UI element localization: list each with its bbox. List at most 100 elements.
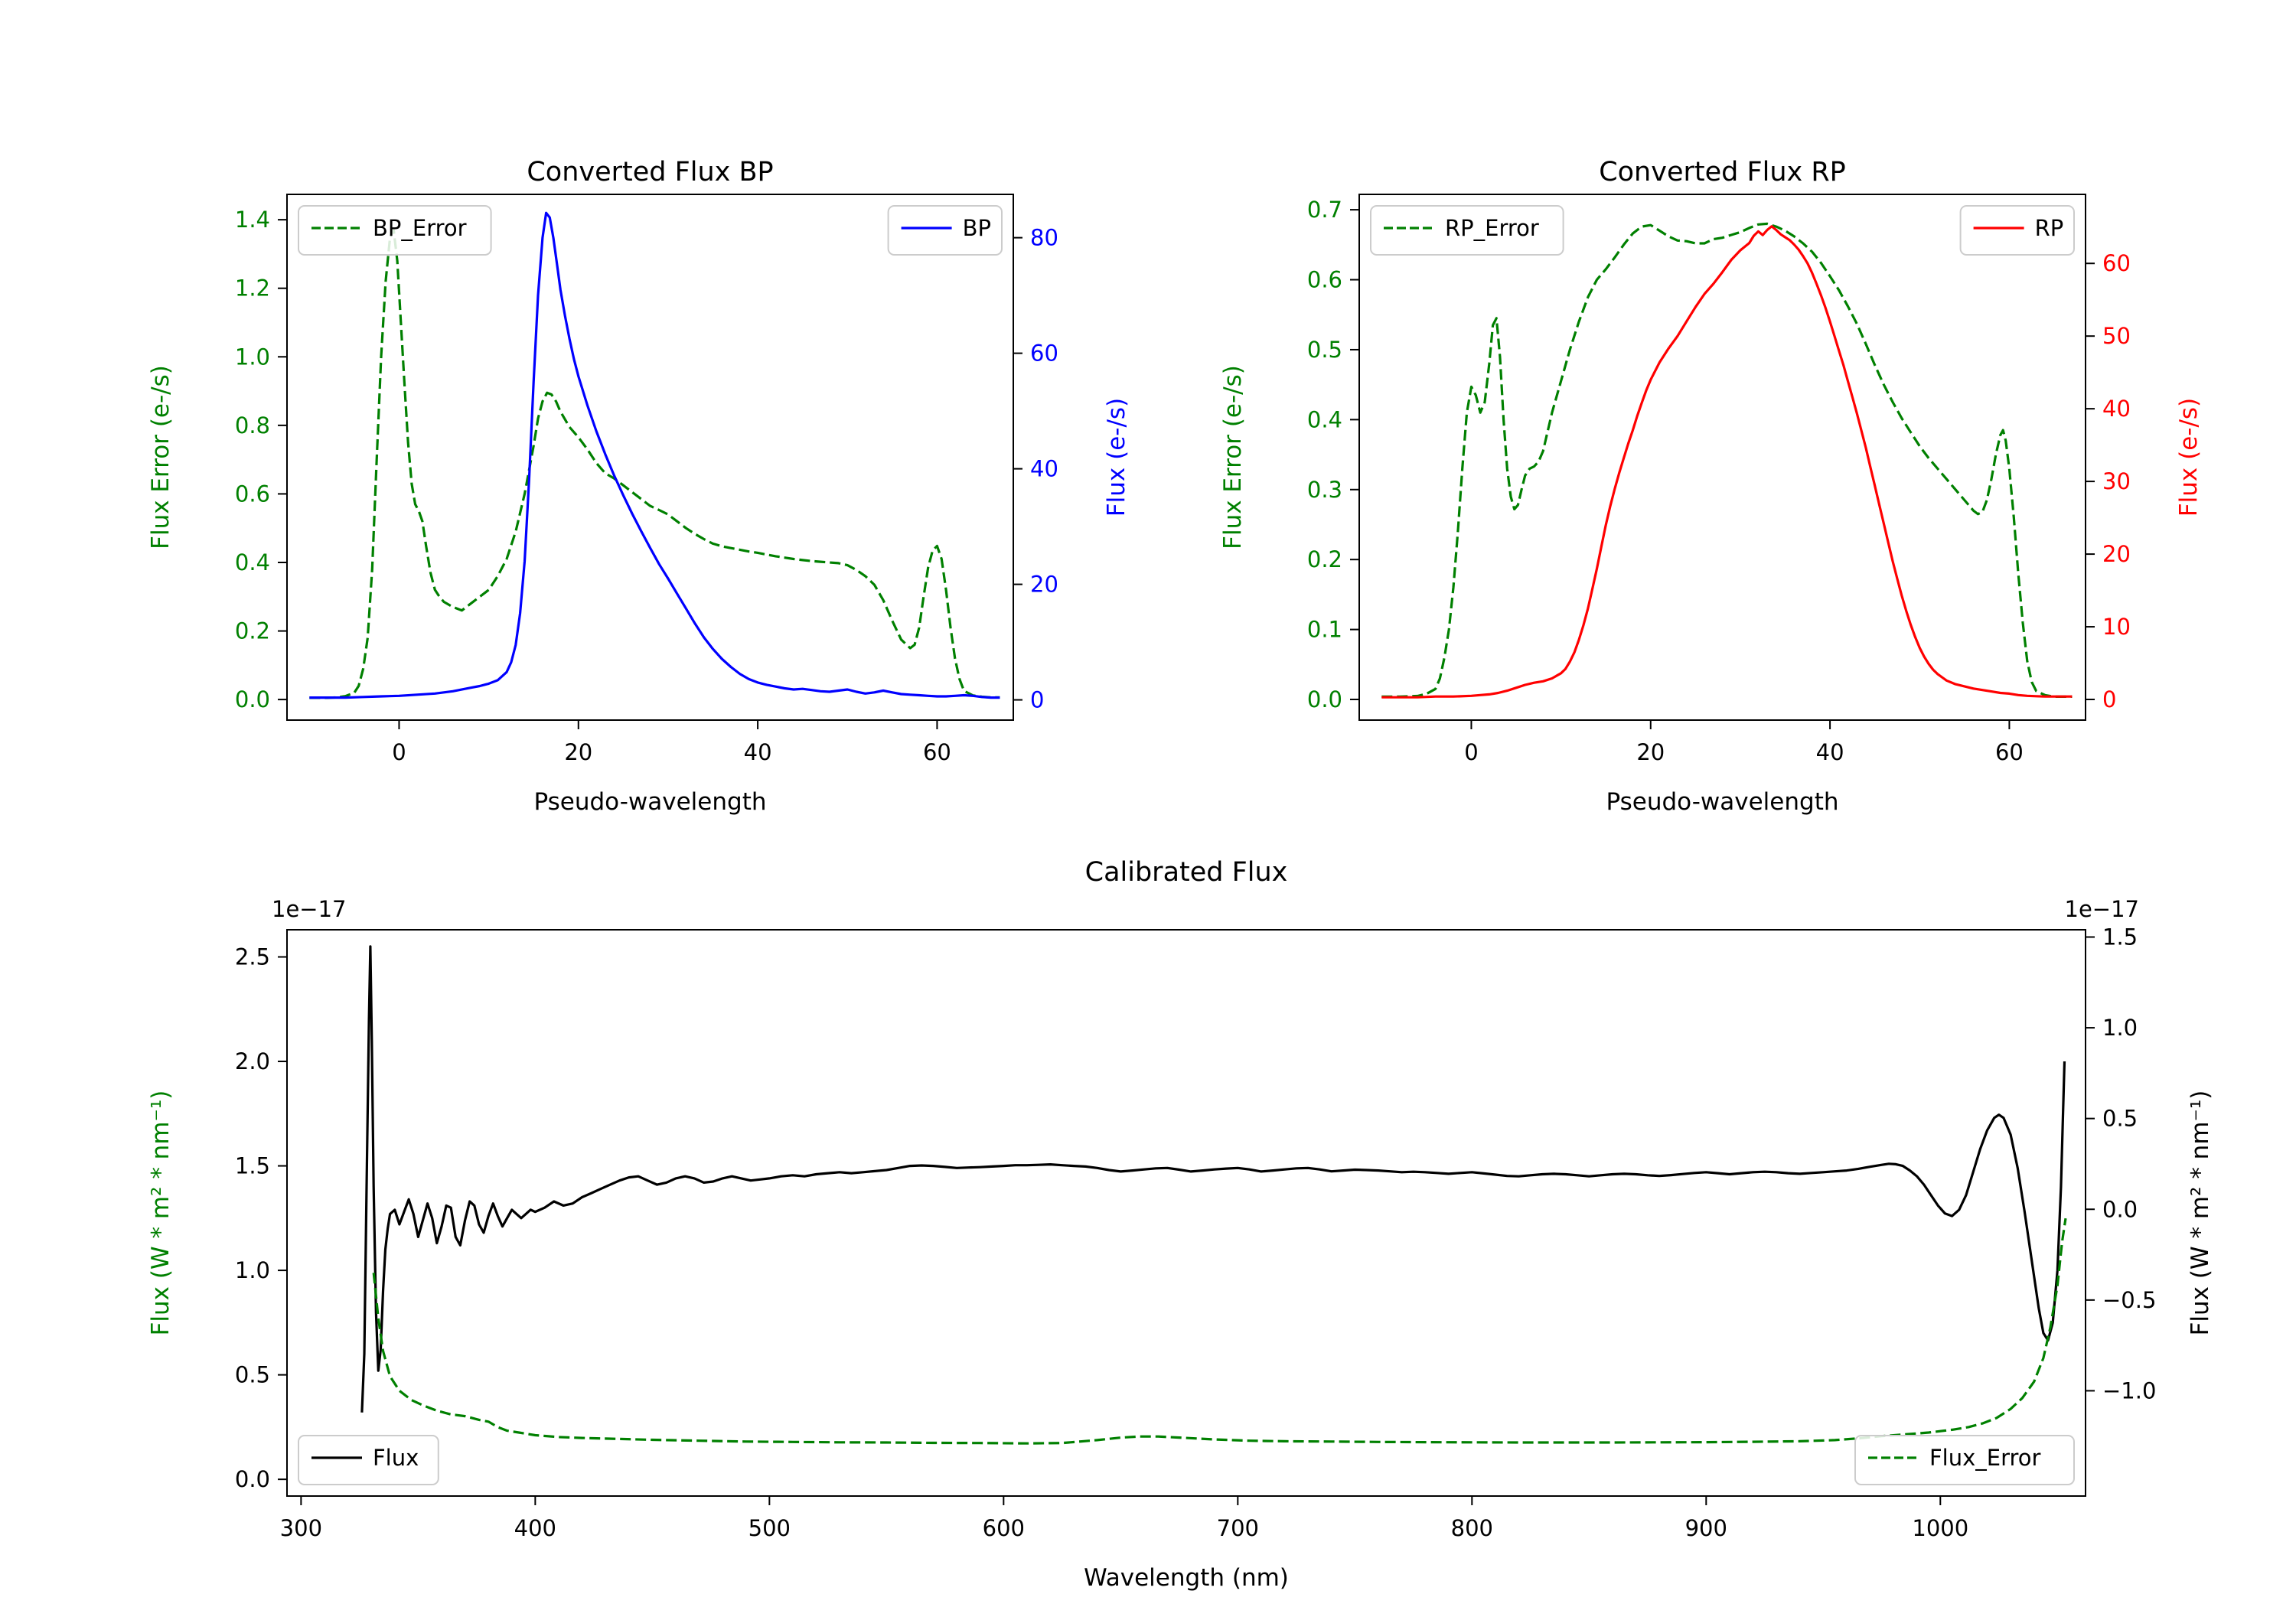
bp-left-ylabel: Flux Error (e-/s) xyxy=(147,365,174,549)
svg-text:1.0: 1.0 xyxy=(2102,1015,2138,1041)
svg-text:0.0: 0.0 xyxy=(235,686,270,712)
svg-text:60: 60 xyxy=(923,739,951,765)
cal-left-offset-text: 1e−17 xyxy=(272,896,347,922)
svg-text:10: 10 xyxy=(2102,614,2131,640)
rp-right-axis: 0 10 20 30 40 50 60 Flux (e-/s) xyxy=(2086,250,2203,712)
cal-flux-line xyxy=(360,945,2066,1413)
cal-right-axis: −1.0 −0.5 0.0 0.5 1.0 1.5 Flux (W * m² * nm⁻¹)… xyxy=(2065,896,2215,1403)
svg-text:40: 40 xyxy=(2102,396,2131,422)
rp-left-axis: 0.0 0.1 0.2 0.3 0.4 0.5 0.6 0.7 Flux Error (e-/s… xyxy=(1219,197,1359,712)
svg-text:0.2: 0.2 xyxy=(235,618,270,644)
svg-text:0.0: 0.0 xyxy=(2102,1196,2138,1222)
rp-left-ylabel: Flux Error (e-/s) xyxy=(1219,365,1247,549)
svg-text:30: 30 xyxy=(2102,468,2131,494)
bp-title: Converted Flux BP xyxy=(527,157,773,187)
legend-label-flux_error: Flux_Error xyxy=(1929,1445,2041,1471)
svg-text:0.0: 0.0 xyxy=(1307,686,1342,712)
cal-subplot: 300 400 500 600 700 800 900 1000 Wavelength (nm)… xyxy=(147,857,2214,1592)
svg-text:2.0: 2.0 xyxy=(235,1048,270,1074)
cal-axes-spines xyxy=(286,929,2086,1497)
svg-text:700: 700 xyxy=(1217,1515,1259,1541)
svg-text:800: 800 xyxy=(1451,1515,1493,1541)
svg-text:40: 40 xyxy=(1816,739,1844,765)
svg-text:20: 20 xyxy=(1636,739,1665,765)
svg-text:40: 40 xyxy=(1030,456,1058,482)
svg-text:1.5: 1.5 xyxy=(235,1153,270,1179)
svg-text:0.5: 0.5 xyxy=(1307,337,1342,363)
svg-text:1.4: 1.4 xyxy=(235,207,270,233)
svg-text:50: 50 xyxy=(2102,323,2131,349)
bp-legend-bp: BP xyxy=(887,205,1003,256)
svg-text:500: 500 xyxy=(748,1515,791,1541)
svg-text:300: 300 xyxy=(280,1515,322,1541)
legend-label-bp: BP xyxy=(963,215,991,241)
bp-right-axis: 0 20 40 60 80 Flux (e-/s) xyxy=(1013,225,1130,713)
svg-text:20: 20 xyxy=(1030,572,1058,598)
svg-text:−0.5: −0.5 xyxy=(2102,1287,2156,1313)
svg-text:0.0: 0.0 xyxy=(235,1466,270,1492)
svg-text:60: 60 xyxy=(1030,341,1058,367)
svg-text:20: 20 xyxy=(2102,541,2131,567)
svg-text:1.0: 1.0 xyxy=(235,1257,270,1283)
cal-title: Calibrated Flux xyxy=(1085,857,1288,888)
rp-xlabel: Pseudo-wavelength xyxy=(1606,788,1838,816)
bp-left-axis: 0.0 0.2 0.4 0.6 0.8 1.0 1.2 1.4 Flux Error (e-/s… xyxy=(147,207,287,712)
svg-text:600: 600 xyxy=(983,1515,1025,1541)
rp-x-ticks: 0 20 40 60 xyxy=(1464,720,2024,765)
svg-text:60: 60 xyxy=(1995,739,2024,765)
bp-legend-bp_error: BP_Error xyxy=(298,205,492,256)
cal-legend-flux: Flux xyxy=(298,1435,439,1485)
bp-bp_error-line xyxy=(309,229,1000,699)
svg-text:0: 0 xyxy=(2102,686,2116,712)
rp-legend-rp_error: RP_Error xyxy=(1370,205,1564,256)
cal-legend-flux_error: Flux_Error xyxy=(1854,1435,2075,1485)
legend-label-flux: Flux xyxy=(373,1445,419,1471)
svg-text:0.5: 0.5 xyxy=(235,1362,270,1388)
svg-text:0.6: 0.6 xyxy=(235,481,270,507)
legend-label-rp: RP xyxy=(2035,215,2064,241)
svg-text:0.6: 0.6 xyxy=(1307,267,1342,293)
svg-text:900: 900 xyxy=(1685,1515,1727,1541)
svg-text:0.4: 0.4 xyxy=(235,549,270,575)
svg-text:60: 60 xyxy=(2102,250,2131,276)
bp-subplot: 0 20 40 60 Pseudo-wavelength 0.0 0.2 0.4 0.6 0.8 1… xyxy=(147,157,1130,816)
bp-bp-line xyxy=(309,211,1000,699)
svg-text:0: 0 xyxy=(1030,687,1044,713)
svg-text:0.3: 0.3 xyxy=(1307,477,1342,503)
cal-left-axis: 0.0 0.5 1.0 1.5 2.0 2.5 Flux (W * m² * nm⁻¹) 1e… xyxy=(147,896,347,1492)
svg-text:80: 80 xyxy=(1030,225,1058,251)
cal-left-ylabel: Flux (W * m² * nm⁻¹) xyxy=(147,1090,174,1336)
bp-axes-spines xyxy=(286,194,1014,721)
svg-text:0: 0 xyxy=(1464,739,1478,765)
svg-text:0.7: 0.7 xyxy=(1307,197,1342,223)
svg-text:0.5: 0.5 xyxy=(2102,1106,2138,1132)
rp-rp_error-line xyxy=(1381,222,2073,699)
svg-text:0.1: 0.1 xyxy=(1307,617,1342,643)
svg-text:1.0: 1.0 xyxy=(235,344,270,370)
cal-x-ticks: 300 400 500 600 700 800 900 1000 xyxy=(280,1496,1968,1541)
svg-text:1.2: 1.2 xyxy=(235,275,270,302)
svg-text:0: 0 xyxy=(392,739,406,765)
rp-axes-spines xyxy=(1358,194,2086,721)
svg-text:40: 40 xyxy=(744,739,772,765)
svg-text:20: 20 xyxy=(564,739,592,765)
legend-label-rp_error: RP_Error xyxy=(1445,215,1539,241)
svg-text:0.8: 0.8 xyxy=(235,412,270,438)
svg-text:1.5: 1.5 xyxy=(2102,924,2138,950)
cal-xlabel: Wavelength (nm) xyxy=(1084,1564,1289,1592)
cal-right-offset-text: 1e−17 xyxy=(2065,896,2140,922)
rp-rp-line xyxy=(1381,225,2073,699)
bp-x-ticks: 0 20 40 60 xyxy=(392,720,951,765)
cal-flux_error-line xyxy=(372,1217,2067,1445)
rp-legend-rp: RP xyxy=(1959,205,2076,256)
svg-text:1000: 1000 xyxy=(1912,1515,1968,1541)
rp-title: Converted Flux RP xyxy=(1599,157,1846,187)
svg-text:0.2: 0.2 xyxy=(1307,546,1342,572)
legend-label-bp_error: BP_Error xyxy=(373,215,467,241)
svg-text:0.4: 0.4 xyxy=(1307,406,1342,432)
rp-right-ylabel: Flux (e-/s) xyxy=(2175,398,2203,517)
rp-subplot: 0 20 40 60Pseudo-wavelength0.00.10.20.30.40… xyxy=(1219,157,2203,816)
